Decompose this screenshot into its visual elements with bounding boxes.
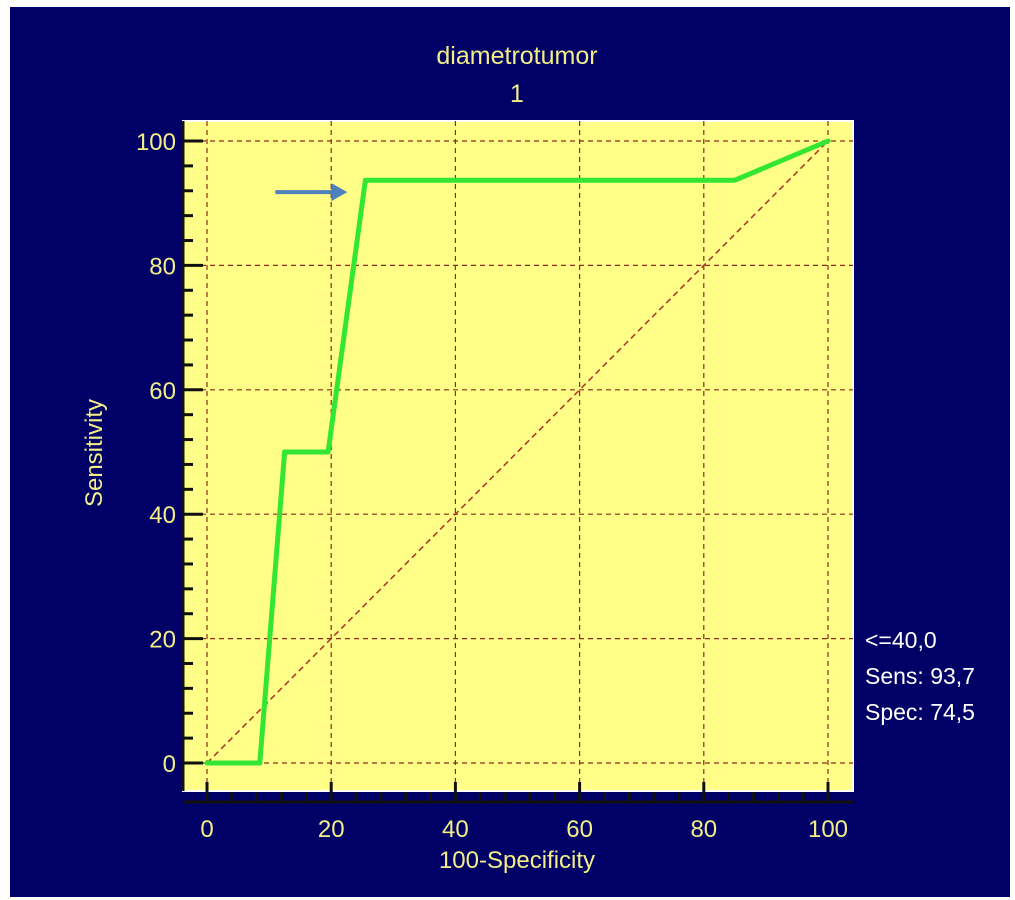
arrow-head [331, 183, 348, 202]
criterion-value: <=40,0 [865, 627, 937, 653]
roc-curve-0 [204, 138, 831, 766]
plot-area [182, 120, 854, 792]
x-tick-label-20: 20 [318, 816, 345, 843]
specificity-value: Spec: 74,5 [865, 699, 975, 725]
x-tick-label-100: 100 [808, 816, 848, 843]
y-tick-label-60: 60 [149, 378, 176, 405]
reference-line [206, 140, 829, 764]
reference-diagonal [206, 140, 829, 764]
y-tick-label-80: 80 [149, 253, 176, 280]
y-tick-label-100: 100 [136, 129, 176, 156]
chart-title: diametrotumor [436, 42, 597, 70]
y-tick-label-40: 40 [149, 502, 176, 529]
x-tick-label-80: 80 [690, 816, 717, 843]
sensitivity-value: Sens: 93,7 [865, 663, 975, 689]
x-tick-label-0: 0 [200, 816, 213, 843]
y-axis-label: Sensitivity [81, 399, 108, 507]
tick-labels: 0 20 40 60 80 100 0 20 40 60 80 100 [136, 129, 848, 843]
grid [183, 121, 853, 791]
chart-subtitle: 1 [510, 80, 524, 108]
x-tick-label-40: 40 [442, 816, 469, 843]
annotation-arrow [275, 183, 348, 202]
y-tick-label-0: 0 [163, 751, 176, 778]
x-tick-label-60: 60 [566, 816, 593, 843]
y-tick-label-20: 20 [149, 627, 176, 654]
chart-panel: diametrotumor 1 0 20 40 60 80 100 0 20 40 60 80 100… [10, 7, 1010, 897]
series-group [204, 138, 831, 766]
axes [181, 121, 853, 804]
x-axis-label: 100-Specificity [439, 847, 595, 874]
roc-chart: diametrotumor 1 0 20 40 60 80 100 0 20 40 60 80 100… [81, 42, 975, 874]
